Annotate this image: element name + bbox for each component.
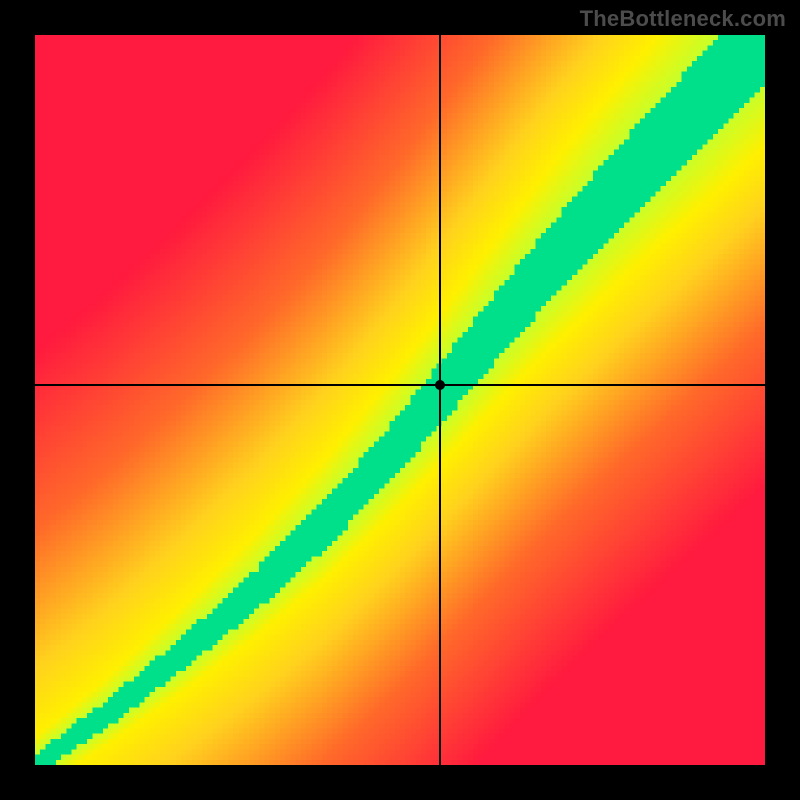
watermark-text: TheBottleneck.com [580,6,786,32]
bottleneck-heatmap [35,35,765,765]
crosshair-vertical [439,35,441,765]
selection-marker[interactable] [435,380,445,390]
chart-container: { "canvas": { "width": 800, "height": 80… [0,0,800,800]
crosshair-horizontal [35,384,765,386]
